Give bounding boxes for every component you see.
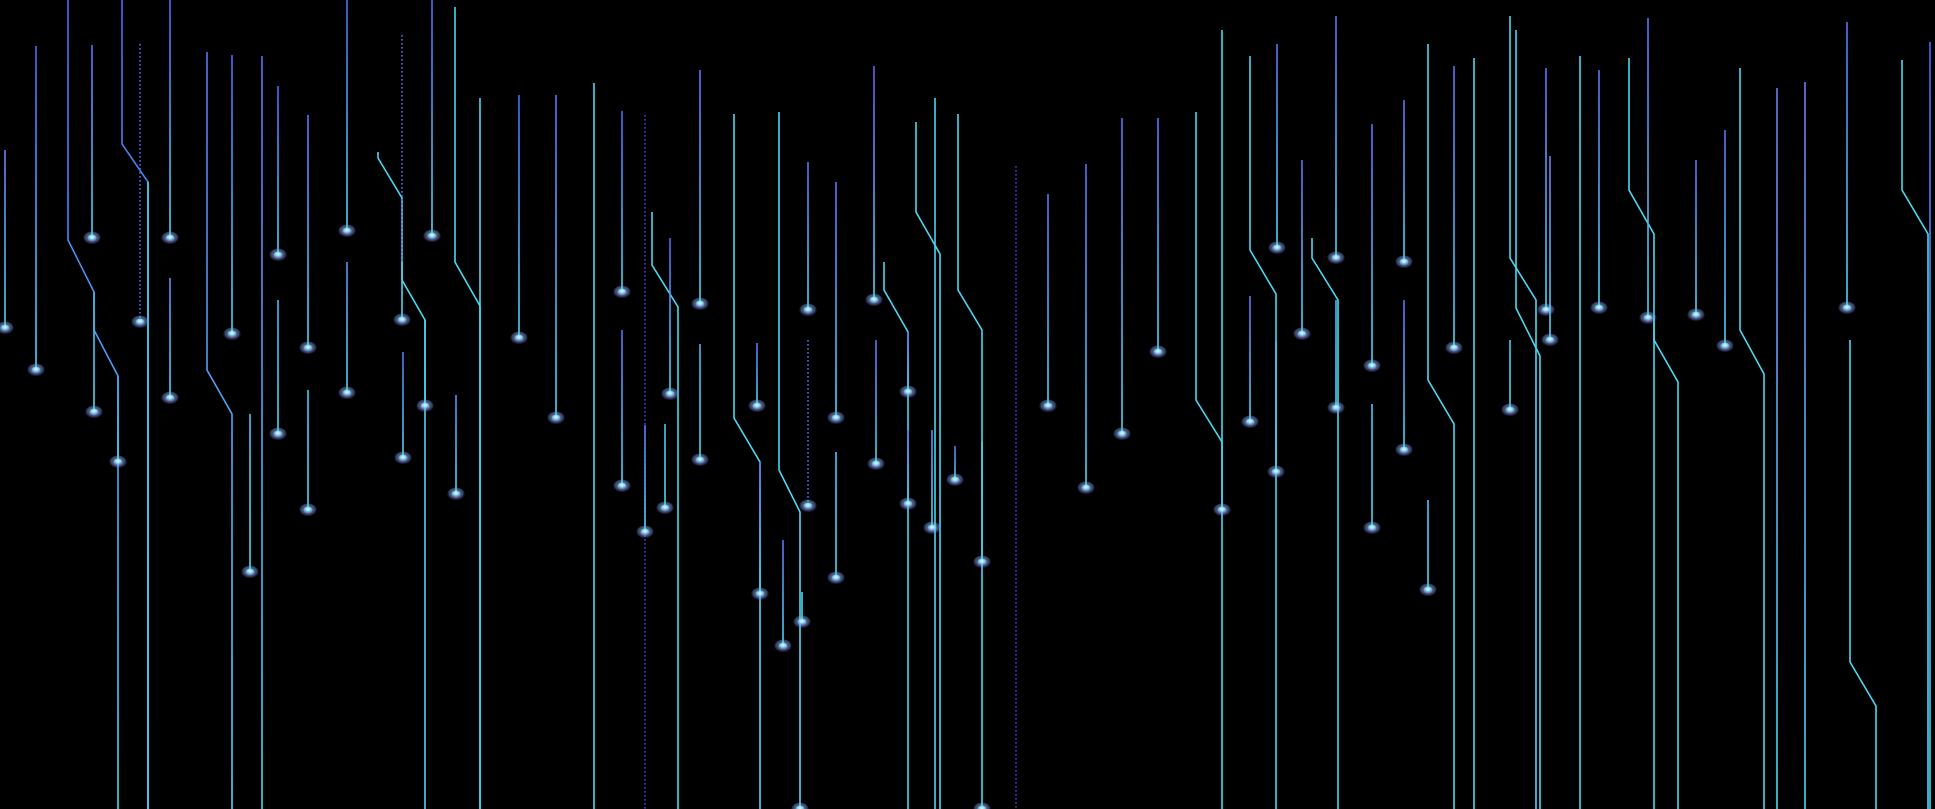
trace-end-node — [451, 490, 461, 498]
trace-end-node — [303, 506, 313, 514]
trace-end-node — [1367, 362, 1377, 370]
circuit-trace — [957, 114, 983, 809]
trace-end-node — [1594, 304, 1604, 312]
trace-end-node — [1691, 311, 1701, 319]
circuit-trace — [1311, 238, 1339, 809]
trace-end-node — [1399, 446, 1409, 454]
trace-end-node — [795, 805, 805, 809]
trace-end-node — [398, 454, 408, 462]
trace-end-node — [1271, 468, 1281, 476]
trace-end-node — [755, 590, 765, 598]
trace-end-node — [1423, 586, 1433, 594]
trace-end-node — [831, 574, 841, 582]
trace-end-node — [273, 430, 283, 438]
circuit-trace — [1509, 16, 1537, 809]
circuit-trace — [401, 262, 426, 809]
trace-end-node — [903, 500, 913, 508]
trace-end-node — [1331, 254, 1341, 262]
trace-end-node — [752, 402, 762, 410]
trace-end-node — [665, 390, 675, 398]
trace-end-node — [1720, 342, 1730, 350]
trace-end-node — [927, 524, 937, 532]
trace-end-node — [1217, 506, 1227, 514]
trace-end-node — [342, 389, 352, 397]
trace-end-node — [1153, 348, 1163, 356]
trace-end-node — [31, 366, 41, 374]
circuit-trace — [1249, 56, 1277, 809]
circuit-trace — [733, 114, 761, 809]
trace-end-node — [1272, 244, 1282, 252]
trace-end-node — [1297, 330, 1307, 338]
circuit-trace — [1653, 318, 1679, 809]
trace-end-node — [113, 458, 123, 466]
trace-end-node — [640, 528, 650, 536]
trace-end-node — [397, 316, 407, 324]
circuit-trace — [778, 112, 801, 809]
trace-end-node — [778, 642, 788, 650]
trace-end-node — [245, 568, 255, 576]
trace-end-node — [135, 318, 145, 326]
circuit-trace — [1195, 112, 1223, 809]
trace-end-node — [87, 234, 97, 242]
trace-end-node — [1331, 404, 1341, 412]
trace-end-node — [342, 227, 352, 235]
trace-end-node — [1245, 418, 1255, 426]
trace-end-node — [1399, 258, 1409, 266]
trace-end-node — [89, 408, 99, 416]
trace-end-node — [1505, 406, 1515, 414]
circuit-trace — [915, 122, 941, 809]
trace-end-node — [420, 402, 430, 410]
circuit-trace — [1427, 44, 1455, 809]
trace-end-node — [977, 558, 987, 566]
trace-end-node — [273, 251, 283, 259]
trace-end-node — [797, 618, 807, 626]
trace-end-node — [165, 394, 175, 402]
trace-end-node — [514, 334, 524, 342]
trace-end-node — [871, 460, 881, 468]
trace-end-node — [869, 296, 879, 304]
trace-end-node — [1545, 336, 1555, 344]
trace-end-node — [950, 476, 960, 484]
trace-end-node — [831, 414, 841, 422]
trace-end-node — [1449, 344, 1459, 352]
trace-end-node — [695, 300, 705, 308]
trace-end-node — [1541, 306, 1551, 314]
trace-end-node — [551, 414, 561, 422]
circuit-trace — [883, 262, 909, 809]
circuit-trace — [1849, 340, 1877, 809]
trace-end-node — [0, 324, 10, 332]
circuit-trace — [1515, 30, 1541, 809]
circuit-trace — [206, 52, 233, 809]
trace-end-node — [1842, 304, 1852, 312]
trace-end-node — [617, 482, 627, 490]
trace-end-node — [803, 306, 813, 314]
circuit-trace — [651, 212, 679, 809]
trace-end-node — [803, 502, 813, 510]
circuit-trace — [1628, 58, 1655, 809]
trace-end-node — [303, 344, 313, 352]
trace-end-node — [427, 232, 437, 240]
trace-end-node — [1643, 314, 1653, 322]
trace-end-node — [977, 805, 987, 809]
trace-end-node — [660, 504, 670, 512]
trace-end-node — [617, 288, 627, 296]
circuit-trace — [1901, 60, 1929, 809]
trace-end-node — [1367, 524, 1377, 532]
circuit-trace — [1739, 68, 1765, 809]
trace-end-node — [1043, 402, 1053, 410]
trace-end-node — [695, 456, 705, 464]
trace-end-node — [1081, 484, 1091, 492]
trace-end-node — [165, 234, 175, 242]
trace-end-node — [227, 330, 237, 338]
node-layer — [0, 224, 1856, 809]
trace-layer — [4, 0, 1931, 809]
trace-end-node — [1117, 430, 1127, 438]
trace-end-node — [903, 388, 913, 396]
